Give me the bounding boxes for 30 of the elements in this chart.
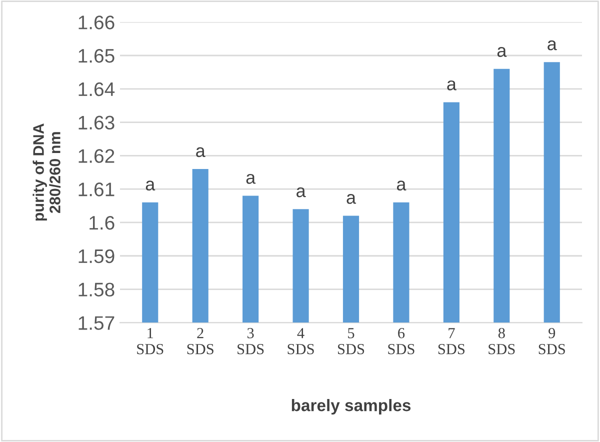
y-axis-title: purity of DNA 280/260 nm	[32, 124, 61, 221]
x-tick-label: 1 SDS	[137, 328, 164, 354]
data-label: a	[497, 47, 507, 57]
y-tick-label: 1.57	[78, 316, 114, 330]
y-tick-label: 1.66	[78, 16, 114, 30]
data-label: a	[246, 174, 256, 184]
y-tick-label: 1.63	[78, 116, 114, 130]
data-label: a	[447, 80, 456, 90]
data-label: a	[346, 194, 356, 204]
y-tick-label: 1.61	[78, 182, 114, 196]
data-label: a	[146, 180, 156, 191]
x-tick-label: 9 SDS	[538, 328, 565, 354]
data-label: a	[296, 187, 306, 198]
x-tick-label: 8 SDS	[488, 328, 515, 354]
y-tick-label: 1.64	[78, 82, 115, 96]
x-tick-label: 3 SDS	[238, 328, 264, 354]
x-tick-label: 5 SDS	[338, 328, 364, 354]
y-tick-label: 1.65	[78, 48, 114, 63]
data-label: a	[196, 147, 206, 158]
data-label: a	[396, 180, 406, 191]
x-tick-label: 7 SDS	[438, 328, 465, 354]
data-label: a	[548, 40, 557, 50]
x-tick-label: 6 SDS	[388, 328, 414, 354]
x-tick-label: 4 SDS	[288, 328, 314, 354]
y-tick-label: 1.59	[78, 249, 114, 264]
x-axis-title: barely samples	[292, 399, 411, 415]
y-tick-label: 1.62	[78, 149, 114, 163]
y-tick-label: 1.6	[90, 216, 114, 230]
y-tick-label: 1.58	[78, 282, 114, 296]
x-tick-label: 2 SDS	[187, 328, 214, 354]
